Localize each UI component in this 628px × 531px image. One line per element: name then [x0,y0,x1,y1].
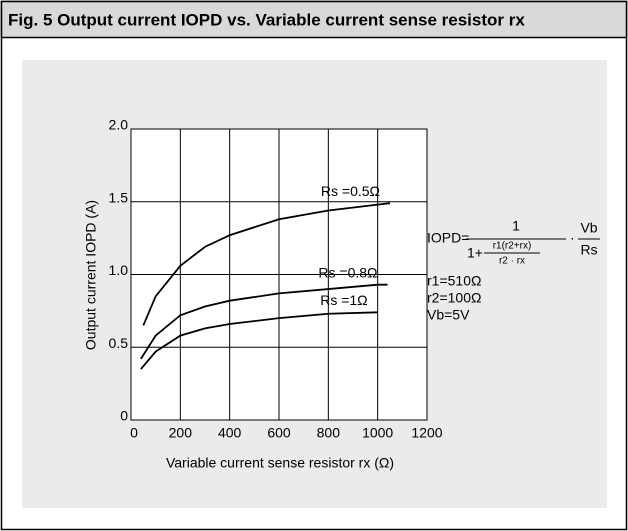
y-tick-label: 1.0 [109,262,129,278]
header [0,0,628,39]
curve [140,283,388,360]
x-tick-label: 1000 [362,425,393,441]
parameter: r2=100Ω [427,290,481,306]
parameter: Vb=5V [427,307,470,323]
curve-label: Rs =1Ω [320,292,367,308]
curve [140,311,378,370]
chart-title: Fig. 5 Output current IOPD vs. Variable … [8,10,525,29]
formula: IOPD= [427,230,469,246]
curve-label: Rs =0.5Ω [321,183,380,199]
formula: r1(r2+rx) [493,241,532,252]
y-tick-label: 2.0 [109,117,129,133]
y-tick-label: 1.5 [109,189,129,205]
y-tick-label: 0.5 [109,335,129,351]
curve-label: Rs =0.8Ω [318,264,377,280]
y-axis-label: Output current IOPD (A) [83,200,99,350]
y-tick-label: 0 [120,408,128,424]
curve [142,202,391,326]
x-tick-label: 600 [267,425,291,441]
formula: r2 · rx [499,256,525,267]
x-axis-label: Variable current sense resistor rx (Ω) [166,455,394,471]
formula: Vb [580,220,597,236]
x-tick-label: 800 [317,425,341,441]
parameter: r1=510Ω [427,273,481,289]
x-tick-label: 200 [169,425,193,441]
x-tick-label: 0 [130,425,138,441]
formula: Rs [580,242,597,258]
formula: 1+ [467,245,483,261]
x-tick-label: 400 [218,425,242,441]
formula: 1 [512,218,520,234]
x-tick-label: 1200 [411,425,442,441]
formula: · [570,230,575,246]
